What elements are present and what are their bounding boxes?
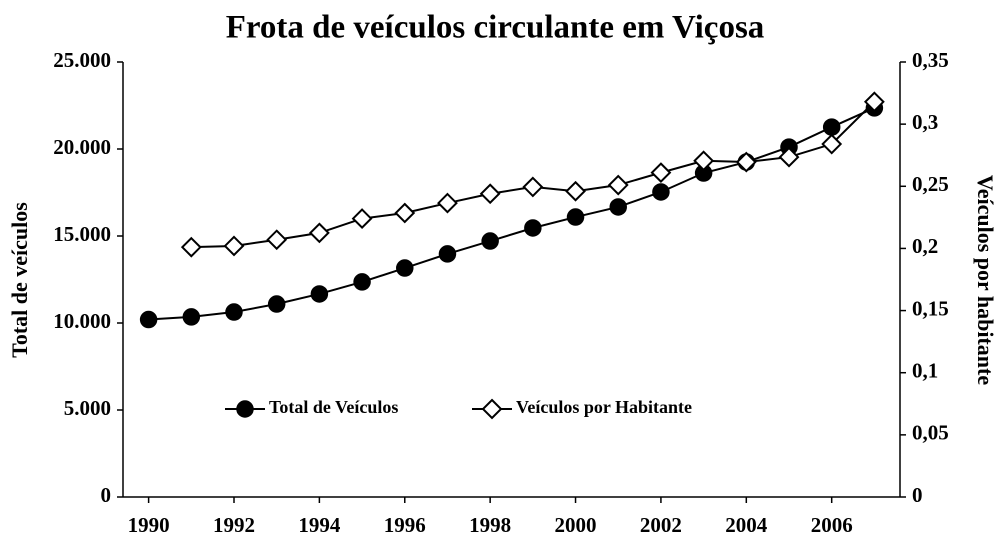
y2-tick-label: 0 <box>912 483 923 507</box>
data-point <box>308 222 330 244</box>
x-tick-label: 1996 <box>384 513 426 537</box>
data-point <box>139 310 158 329</box>
y2-tick-label: 0,15 <box>912 296 949 320</box>
legend-label: Total de Veículos <box>269 397 398 417</box>
data-point <box>821 133 843 155</box>
data-point <box>481 232 499 250</box>
data-point <box>225 303 243 321</box>
data-point <box>182 308 201 326</box>
data-point <box>310 285 329 303</box>
legend-marker <box>481 398 503 420</box>
data-point <box>437 192 458 214</box>
x-tick-label: 2000 <box>555 513 597 537</box>
y2-tick-label: 0,25 <box>912 172 949 196</box>
data-point <box>650 162 672 184</box>
data-point <box>565 180 586 202</box>
legend-marker <box>236 400 254 418</box>
y-tick-label: 10.000 <box>53 309 111 333</box>
data-point <box>524 219 542 237</box>
y2-tick-label: 0,1 <box>912 359 938 383</box>
x-tick-label: 2006 <box>811 513 853 537</box>
y-tick-label: 5.000 <box>64 396 111 420</box>
chart-title: Frota de veículos circulante em Viçosa <box>226 10 765 46</box>
data-point <box>607 174 629 196</box>
data-point <box>266 229 288 251</box>
x-tick-label: 1994 <box>298 513 341 537</box>
data-point <box>693 150 715 172</box>
y2-tick-label: 0,05 <box>912 421 949 445</box>
legend-label: Veículos por Habitante <box>516 397 692 417</box>
data-point <box>863 91 885 113</box>
y-tick-label: 20.000 <box>53 135 111 159</box>
y2-tick-label: 0,35 <box>912 48 949 72</box>
data-point <box>353 273 371 291</box>
y-tick-label: 0 <box>101 483 112 507</box>
data-point <box>522 176 544 198</box>
data-point <box>609 198 627 216</box>
y2-tick-label: 0,2 <box>912 234 938 258</box>
y-axis-label: Total de veículos <box>7 202 32 358</box>
y-tick-label: 25.000 <box>53 48 111 72</box>
data-point <box>223 235 245 257</box>
data-point <box>180 236 202 258</box>
data-point <box>267 295 286 313</box>
x-tick-label: 2004 <box>725 513 768 537</box>
data-point <box>394 202 416 224</box>
data-point <box>351 208 373 230</box>
data-point <box>479 183 501 205</box>
y-tick-label: 15.000 <box>53 222 111 246</box>
x-tick-label: 1998 <box>469 513 511 537</box>
data-point <box>735 151 757 173</box>
x-tick-label: 1992 <box>213 513 255 537</box>
x-tick-label: 2002 <box>640 513 682 537</box>
data-point <box>778 146 800 168</box>
x-tick-label: 1990 <box>128 513 170 537</box>
y2-tick-label: 0,3 <box>912 110 938 134</box>
data-point <box>822 118 841 136</box>
data-point <box>652 183 670 201</box>
data-point <box>438 245 457 263</box>
data-point <box>396 259 414 277</box>
data-point <box>566 208 585 226</box>
y2-axis-label: Veículos por habitante <box>973 175 998 385</box>
